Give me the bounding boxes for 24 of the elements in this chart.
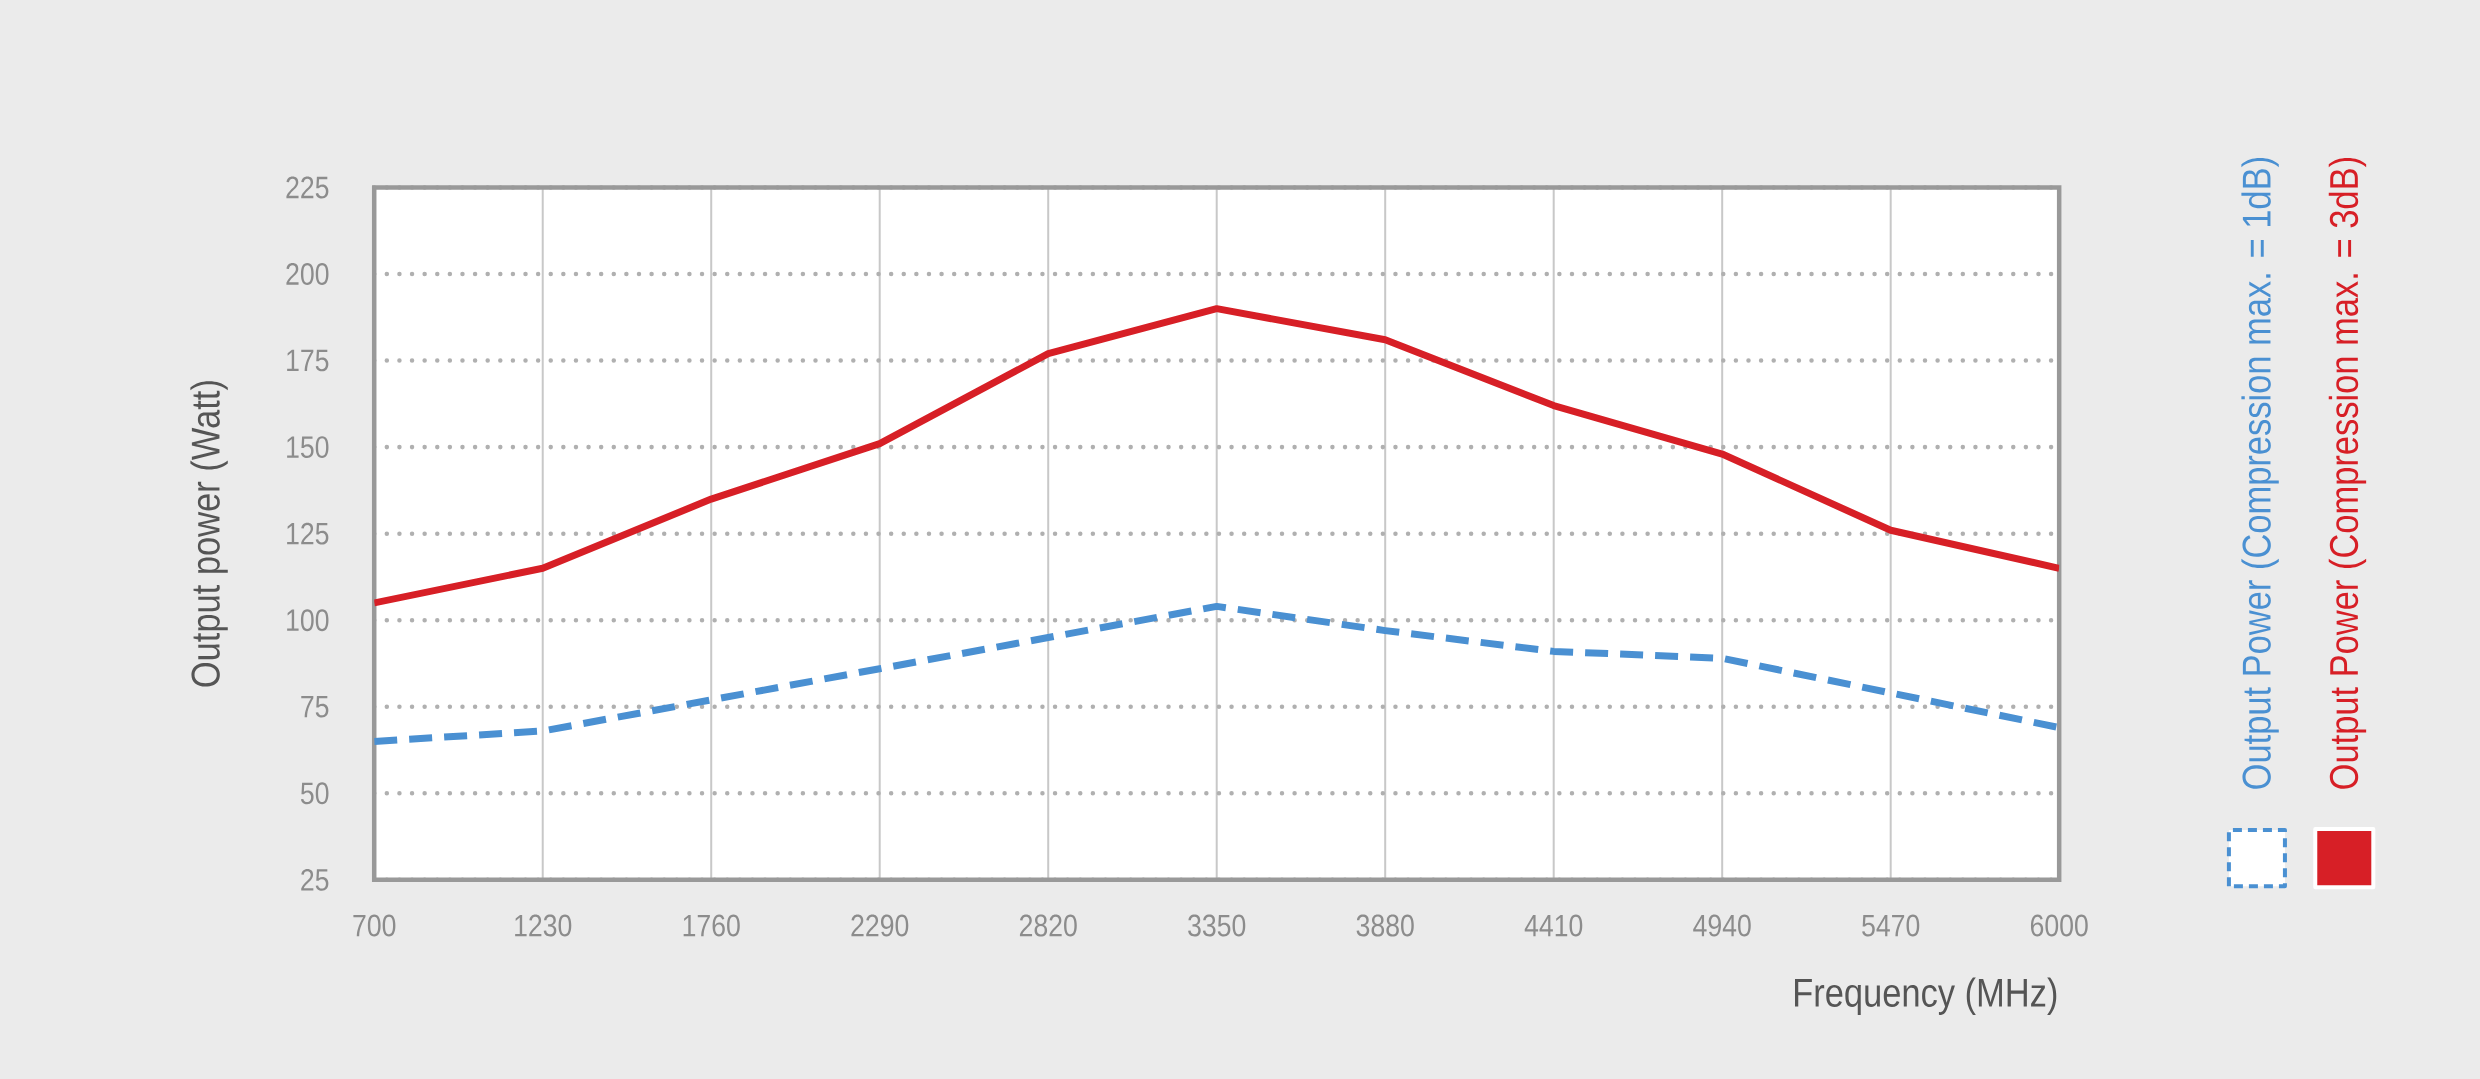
- x-tick-label: 6000: [2030, 914, 2088, 937]
- x-tick-label: 3880: [1356, 914, 1414, 937]
- x-tick-label: 2820: [1019, 914, 1077, 937]
- x-axis-title: Frequency (MHz): [1795, 977, 2057, 1015]
- text: Output Power (Compression max. = 3dB): [2328, 158, 2367, 789]
- y-tick-label: 150: [287, 436, 329, 459]
- y-tick-label: 200: [286, 263, 329, 285]
- y-tick-label: 100: [287, 609, 329, 632]
- y-tick-label: 125: [287, 522, 329, 545]
- x-tick-label: 700: [353, 914, 396, 937]
- x-tick-label: 1760: [683, 914, 740, 937]
- y-tick-label: 50: [300, 782, 329, 805]
- x-tick-label: 5470: [1862, 914, 1920, 937]
- x-tick-label: 3350: [1188, 914, 1246, 937]
- x-tick-label: 2290: [851, 914, 909, 937]
- y-tick-label: 175: [287, 349, 329, 372]
- y-tick-label: 75: [301, 695, 329, 718]
- x-tick-label: 4410: [1524, 914, 1583, 937]
- x-tick-label: 4940: [1693, 914, 1751, 937]
- y-tick-label: 225: [286, 176, 329, 199]
- y-axis-title: Output power (Watt): [190, 381, 228, 687]
- text: Output Power (Compression max. = 1dB): [2241, 158, 2279, 789]
- y-tick-label: 25: [301, 868, 329, 891]
- x-tick-label: 1230: [515, 914, 572, 937]
